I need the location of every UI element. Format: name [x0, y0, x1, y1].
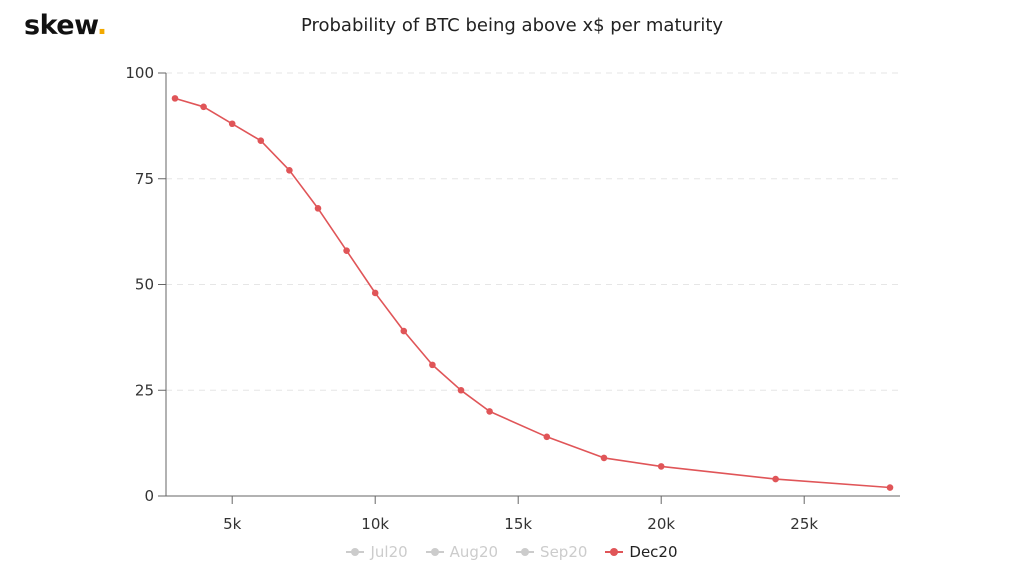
skew-logo: skew.: [24, 8, 107, 44]
x-tick-label: 5k: [223, 515, 242, 533]
y-tick-label: 100: [125, 64, 154, 82]
data-point[interactable]: [257, 137, 265, 144]
data-point[interactable]: [314, 205, 322, 212]
legend-item-dec20[interactable]: Dec20: [605, 542, 678, 562]
data-point[interactable]: [600, 454, 608, 462]
logo-dot: .: [96, 10, 107, 41]
legend-marker-icon: [346, 547, 365, 557]
data-point[interactable]: [429, 361, 436, 369]
legend-item-sep20[interactable]: Sep20: [516, 542, 587, 562]
data-point[interactable]: [343, 247, 350, 254]
data-point[interactable]: [886, 484, 894, 491]
y-tick-label: 75: [135, 170, 154, 188]
data-point[interactable]: [228, 120, 236, 128]
y-tick-label: 0: [144, 487, 154, 505]
legend-item-jul20[interactable]: Jul20: [346, 542, 408, 562]
data-point[interactable]: [657, 463, 665, 470]
series-line-dec20: [174, 97, 891, 489]
logo-text: skew: [24, 10, 97, 41]
legend-label: Aug20: [449, 543, 499, 561]
chart-legend: Jul20 Aug20 Sep20 Dec20: [0, 542, 1024, 562]
x-tick-label: 25k: [790, 515, 818, 533]
x-tick-label: 10k: [361, 515, 389, 533]
legend-item-aug20[interactable]: Aug20: [425, 542, 499, 562]
data-point[interactable]: [772, 475, 779, 483]
legend-marker-icon: [605, 547, 624, 557]
data-point[interactable]: [171, 95, 179, 102]
data-point[interactable]: [486, 408, 493, 415]
data-point[interactable]: [286, 166, 293, 174]
data-point[interactable]: [400, 327, 408, 335]
legend-marker-icon: [425, 547, 444, 557]
data-point[interactable]: [200, 103, 207, 111]
x-tick-label: 20k: [647, 515, 675, 533]
legend-label: Sep20: [540, 543, 588, 561]
x-tick-label: 15k: [504, 515, 532, 533]
data-point[interactable]: [543, 433, 551, 441]
y-tick-label: 50: [135, 276, 154, 294]
legend-label: Jul20: [370, 543, 408, 561]
data-point[interactable]: [371, 289, 379, 297]
y-tick-label: 25: [135, 381, 154, 399]
legend-marker-icon: [516, 547, 535, 557]
legend-label: Dec20: [629, 543, 678, 561]
data-point[interactable]: [457, 386, 465, 394]
chart-title: Probability of BTC being above x$ per ma…: [300, 15, 724, 36]
